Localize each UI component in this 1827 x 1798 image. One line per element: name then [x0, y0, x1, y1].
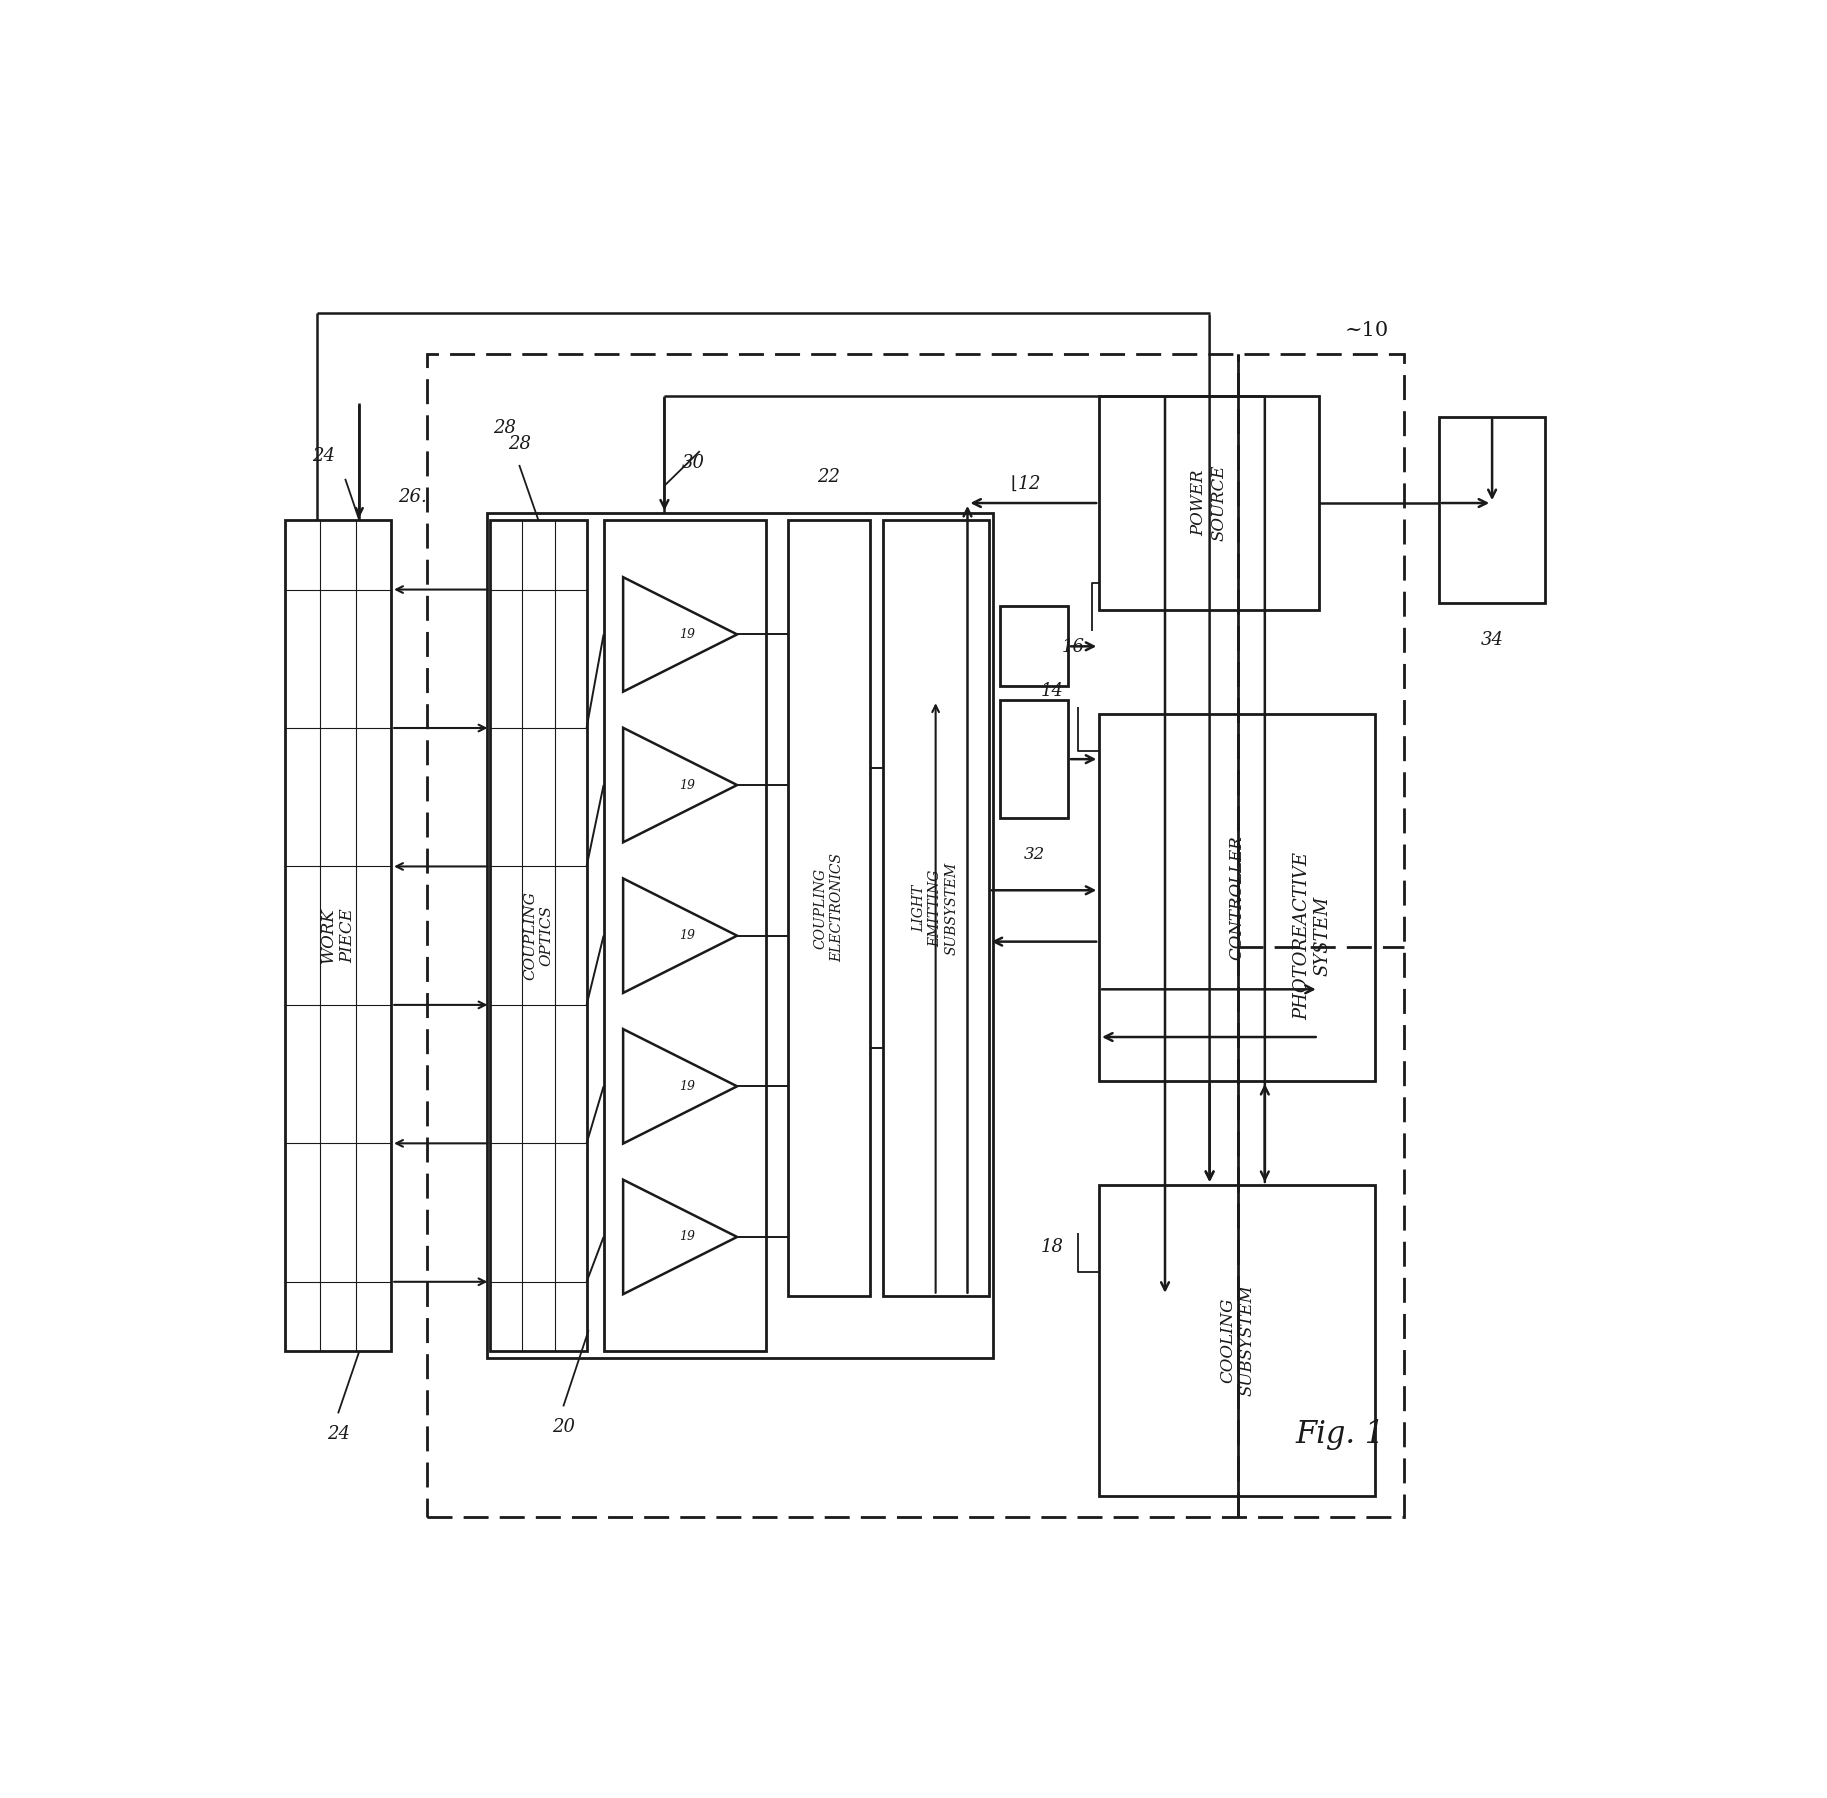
Text: ~10: ~10	[1345, 322, 1389, 340]
Text: CONTROLLER: CONTROLLER	[1230, 836, 1246, 960]
Bar	[1100, 714, 1376, 1081]
Text: 16: 16	[1061, 638, 1085, 656]
Bar	[490, 520, 586, 1350]
Bar	[488, 514, 994, 1357]
Text: 19: 19	[680, 1081, 696, 1093]
Bar	[1100, 396, 1319, 610]
Bar	[285, 520, 391, 1350]
Bar	[603, 520, 767, 1350]
Text: 19: 19	[680, 628, 696, 640]
Text: PHOTOREACTIVE
SYSTEM: PHOTOREACTIVE SYSTEM	[1294, 852, 1332, 1019]
Text: 19: 19	[680, 779, 696, 791]
Bar	[999, 701, 1069, 818]
Bar	[1440, 417, 1546, 604]
Bar	[882, 520, 988, 1296]
Text: 28: 28	[493, 419, 517, 437]
Text: POWER
SOURCE: POWER SOURCE	[1191, 466, 1228, 541]
Text: 30: 30	[681, 453, 705, 471]
Text: 24: 24	[312, 448, 336, 466]
Text: 20: 20	[552, 1419, 576, 1437]
Text: COUPLING
OPTICS: COUPLING OPTICS	[523, 892, 554, 980]
Bar	[999, 606, 1069, 687]
Bar	[428, 354, 1403, 1518]
Text: $\lfloor$12: $\lfloor$12	[1010, 473, 1041, 493]
Text: 24: 24	[327, 1426, 349, 1444]
Text: 28: 28	[508, 435, 530, 453]
Text: 26.: 26.	[398, 489, 428, 507]
Text: 22: 22	[817, 467, 840, 485]
Bar	[1100, 1185, 1376, 1496]
Text: COUPLING
ELECTRONICS: COUPLING ELECTRONICS	[813, 854, 844, 962]
Text: 32: 32	[1023, 845, 1045, 863]
Text: LIGHT
EMITTING
SUBSYSTEM: LIGHT EMITTING SUBSYSTEM	[912, 861, 959, 955]
Text: 19: 19	[680, 930, 696, 942]
Text: 19: 19	[680, 1230, 696, 1244]
Text: 14: 14	[1041, 681, 1063, 699]
Text: 34: 34	[1480, 631, 1504, 649]
Text: COOLING
SUBSYSTEM: COOLING SUBSYSTEM	[1219, 1286, 1255, 1397]
Text: WORK
PIECE: WORK PIECE	[320, 908, 356, 964]
Bar	[787, 520, 870, 1296]
Text: Fig. 1: Fig. 1	[1295, 1419, 1385, 1449]
Text: 18: 18	[1041, 1239, 1063, 1257]
